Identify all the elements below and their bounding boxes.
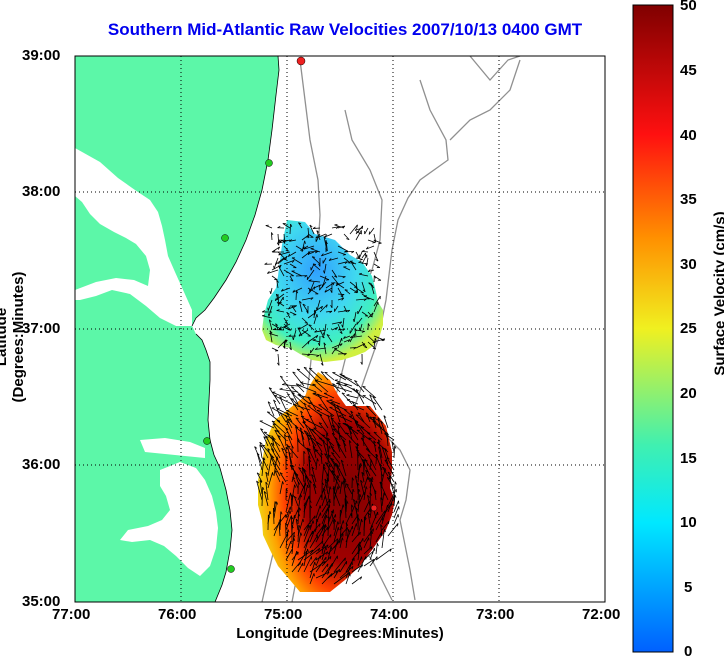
velocity-arrow-head <box>313 520 314 523</box>
colorbar-tick: 45 <box>680 62 697 79</box>
velocity-arrow-head <box>343 520 344 523</box>
x-tick: 72:00 <box>582 606 620 623</box>
velocity-arrow-head <box>297 551 298 554</box>
colorbar-tick: 5 <box>684 579 692 596</box>
colorbar-tick: 10 <box>680 514 697 531</box>
velocity-arrow-head <box>334 224 337 225</box>
velocity-arrow <box>362 251 368 252</box>
velocity-arrow-head <box>372 242 375 243</box>
y-tick: 39:00 <box>22 47 60 64</box>
colorbar-tick: 40 <box>680 127 697 144</box>
velocity-arrow-head <box>264 432 267 433</box>
velocity-arrow-head <box>362 226 363 229</box>
x-tick: 73:00 <box>476 606 514 623</box>
velocity-arrow-head <box>319 524 320 527</box>
x-tick: 75:00 <box>264 606 302 623</box>
radar-station-red <box>297 57 305 65</box>
velocity-arrow-head <box>357 225 358 228</box>
velocity-arrow <box>290 224 291 234</box>
velocity-arrow-head <box>335 380 338 381</box>
radar-station <box>266 160 273 167</box>
radar-station <box>222 235 229 242</box>
colorbar-tick: 15 <box>680 450 697 467</box>
colorbar-tick: 50 <box>680 0 697 14</box>
colorbar-tick: 25 <box>680 320 697 337</box>
velocity-arrow-head <box>267 412 270 413</box>
velocity-arrow-head <box>368 477 369 480</box>
radar-station <box>204 438 211 445</box>
velocity-arrow-head <box>357 322 358 325</box>
velocity-arrow-head <box>343 255 346 256</box>
radar-station-red <box>371 505 377 511</box>
colorbar <box>633 5 673 652</box>
velocity-arrow-head <box>319 287 320 290</box>
radar-station <box>228 566 235 573</box>
velocity-arrow-head <box>398 523 399 526</box>
y-tick: 35:00 <box>22 593 60 610</box>
colorbar-tick: 0 <box>684 643 692 660</box>
velocity-arrow-head <box>325 372 328 373</box>
y-tick: 37:00 <box>22 320 60 337</box>
velocity-arrow-head <box>334 386 337 387</box>
velocity-arrow <box>338 294 344 295</box>
velocity-arrow-head <box>314 393 317 394</box>
colorbar-tick: 20 <box>680 385 697 402</box>
y-tick: 36:00 <box>22 456 60 473</box>
velocity-arrow-head <box>345 558 346 561</box>
x-tick: 76:00 <box>158 606 196 623</box>
colorbar-tick: 35 <box>680 191 697 208</box>
velocity-arrow <box>296 291 297 300</box>
colorbar-tick: 30 <box>680 256 697 273</box>
x-tick: 74:00 <box>370 606 408 623</box>
y-tick: 38:00 <box>22 183 60 200</box>
velocity-arrow-head <box>373 421 376 422</box>
velocity-arrow-head <box>320 505 321 508</box>
velocity-arrow-head <box>293 404 296 405</box>
